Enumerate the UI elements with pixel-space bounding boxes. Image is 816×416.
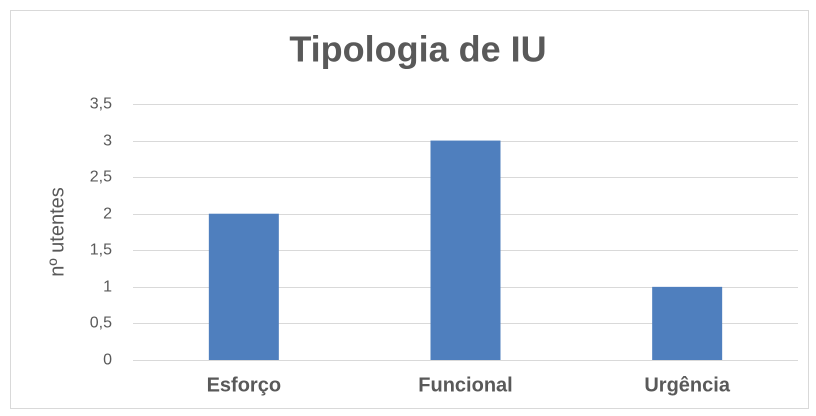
y-tick-label: 0 (103, 352, 112, 369)
y-tick-label: 3 (103, 133, 112, 150)
y-tick-label: 3,5 (90, 96, 112, 113)
y-tick-label: 2,5 (90, 169, 112, 186)
bar (208, 213, 279, 360)
bar (652, 286, 723, 360)
y-axis-label: nº utentes (46, 187, 68, 277)
y-tick-label: 1 (103, 279, 112, 296)
x-tick-label: Urgência (644, 374, 730, 396)
y-tick-label: 1,5 (90, 242, 112, 259)
y-tick-label: 0,5 (90, 315, 112, 332)
x-tick-label: Funcional (418, 374, 512, 396)
y-tick-label: 2 (103, 206, 112, 223)
x-tick-label: Esforço (207, 374, 281, 396)
bar (430, 140, 501, 360)
chart-title: Tipologia de IU (289, 29, 546, 70)
